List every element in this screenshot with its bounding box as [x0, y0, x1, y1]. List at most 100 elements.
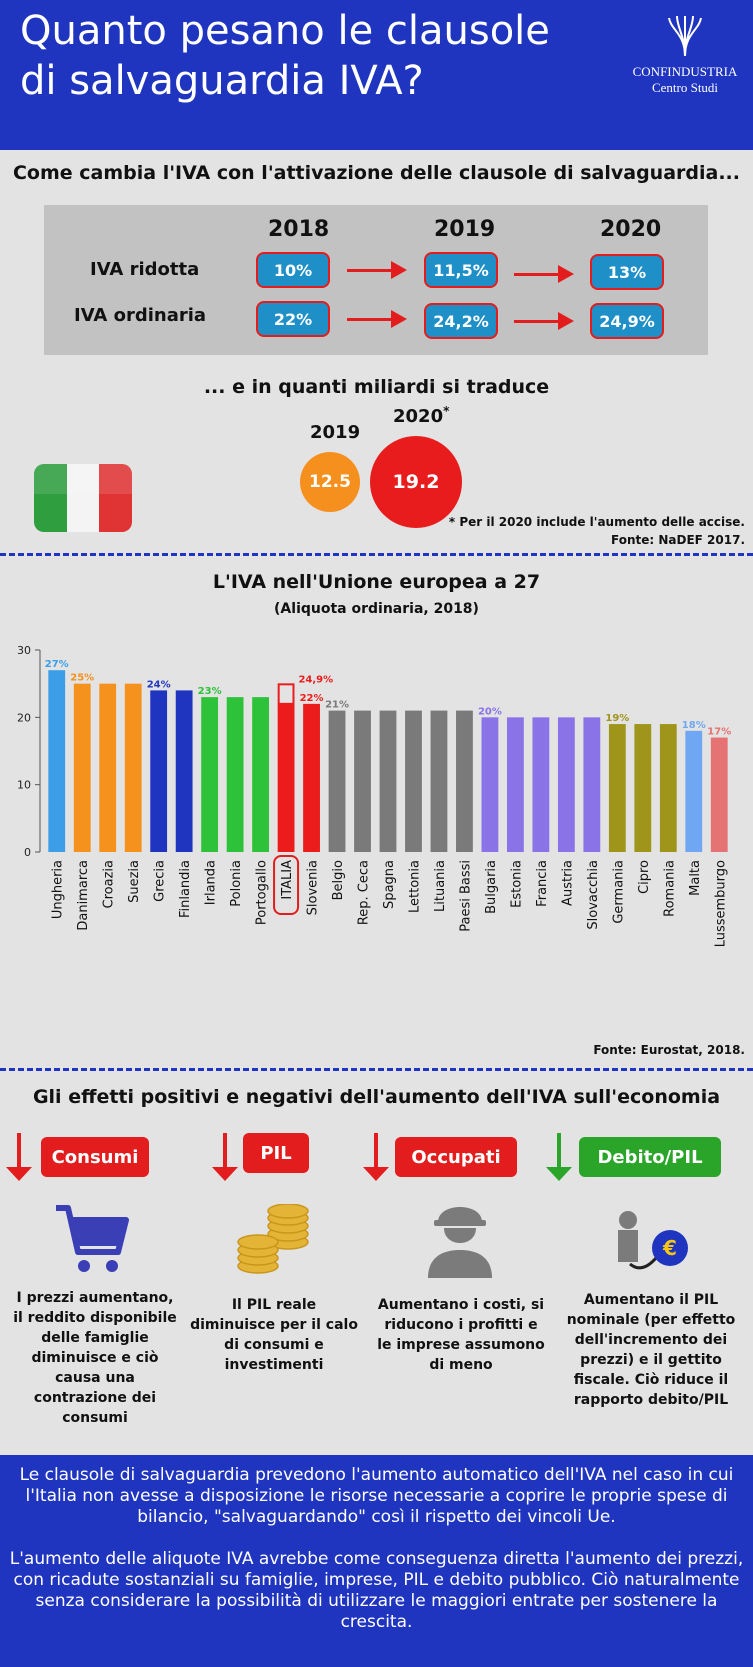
bar-romania — [659, 724, 677, 852]
year-header-2020: 2020 — [600, 217, 662, 242]
header-banner: Quanto pesano le clausole di salvaguardi… — [0, 0, 753, 150]
x-tick-label: Finlandia — [178, 860, 193, 918]
effect-pil-text: Il PIL reale diminuisce per il calo di c… — [190, 1297, 358, 1373]
data-label: 24% — [147, 679, 171, 690]
iva-table: 2018 2019 2020 IVA ridotta IVA ordinaria… — [44, 205, 708, 355]
bar-lussemburgo — [710, 737, 728, 852]
title-line-1: Quanto pesano le clausole — [20, 8, 550, 54]
x-tick-label: Paesi Bassi — [458, 860, 473, 932]
bar-grecia — [150, 690, 168, 852]
iva-ordinaria-2018: 22% — [256, 301, 330, 337]
bar-germania — [608, 724, 626, 852]
down-arrow-icon — [6, 1133, 32, 1181]
x-tick-label: Germania — [611, 860, 626, 924]
page-title: Quanto pesano le clausole di salvaguardi… — [20, 6, 550, 106]
iva-ordinaria-2019: 24,2% — [424, 303, 498, 339]
effects-title: Gli effetti positivi e negativi dell'aum… — [32, 1086, 721, 1108]
y-tick-label: 10 — [17, 779, 31, 792]
arrow-right-icon — [514, 312, 574, 330]
x-tick-label: Croazia — [102, 860, 117, 908]
footer-paragraph-1: Le clausole di salvaguardia prevedono l'… — [19, 1465, 734, 1527]
bar-slovenia — [303, 703, 320, 852]
miliardi-2019-circle: 12.5 — [300, 452, 360, 512]
iva-ordinaria-2020: 24,9% — [590, 303, 664, 339]
italy-flag-icon — [34, 464, 132, 532]
arrow-right-icon — [347, 310, 407, 328]
data-label: 23% — [198, 686, 222, 697]
bar-croazia — [99, 683, 117, 852]
bar-suezia — [124, 683, 142, 852]
section-divider — [0, 553, 753, 556]
bar-spagna — [379, 710, 397, 852]
arrow-right-icon — [514, 265, 574, 283]
chart-title: L'IVA nell'Unione europea a 27 — [212, 571, 541, 593]
effect-occupati-badge: Occupati — [395, 1137, 517, 1177]
data-label: 21% — [325, 700, 349, 711]
x-tick-label: Irlanda — [204, 860, 219, 905]
x-tick-label: Rep. Ceca — [357, 860, 372, 925]
bar-malta — [685, 730, 703, 852]
iva-ridotta-2019: 11,5% — [424, 252, 498, 288]
down-arrow-icon — [212, 1133, 238, 1181]
x-tick-label: Estonia — [509, 860, 524, 908]
x-tick-label: Portogallo — [255, 860, 270, 925]
miliardi-title: ... e in quanti miliardi si traduce — [203, 376, 550, 398]
x-tick-label: Ungheria — [51, 860, 66, 919]
miliardi-note: * Per il 2020 include l'aumento delle ac… — [448, 515, 745, 529]
miliardi-year-2020: 2020* — [393, 404, 449, 427]
row-label-ridotta: IVA ridotta — [90, 259, 200, 280]
confindustria-emblem-icon — [668, 15, 702, 57]
year-2020-text: 2020 — [393, 406, 444, 427]
arrow-right-icon — [347, 261, 407, 279]
chart-source: Fonte: Eurostat, 2018. — [593, 1043, 745, 1057]
data-label: 20% — [478, 706, 502, 717]
x-tick-label: Lettonia — [407, 860, 422, 913]
bar-slovacchia — [583, 717, 601, 852]
x-tick-label: ITALIA — [280, 860, 295, 900]
coins-icon — [237, 1204, 309, 1274]
data-label: 27% — [45, 659, 69, 670]
bar-irlanda — [201, 697, 219, 852]
x-tick-label: Grecia — [153, 860, 168, 902]
bar-estonia — [506, 717, 524, 852]
iva-ridotta-2020: 13% — [590, 254, 664, 290]
bar-lettonia — [405, 710, 422, 852]
bar-rep-ceca — [354, 710, 371, 852]
x-tick-label: Polonia — [229, 860, 244, 907]
data-label: 19% — [605, 713, 629, 724]
data-label: 17% — [707, 727, 731, 738]
chart-subtitle: (Aliquota ordinaria, 2018) — [274, 601, 479, 617]
confindustria-logo: CONFINDUSTRIA Centro Studi — [630, 14, 740, 96]
asterisk: * — [443, 404, 450, 418]
year-header-2019: 2019 — [434, 217, 496, 242]
section-divider — [0, 1068, 753, 1071]
iva-section-title: Come cambia l'IVA con l'attivazione dell… — [12, 162, 740, 184]
x-tick-label: Belgio — [331, 860, 346, 900]
x-tick-label: Spagna — [382, 860, 397, 909]
year-header-2018: 2018 — [268, 217, 330, 242]
bar-paesi-bassi — [456, 710, 473, 852]
data-label: 25% — [70, 673, 94, 684]
x-tick-label: Cipro — [637, 860, 652, 894]
y-tick-label: 20 — [17, 711, 31, 724]
x-tick-label: Malta — [688, 860, 703, 896]
vat-bar-chart: 0 10 20 30 Ungheria Danimarca Croazia Suezia Gre… — [17, 644, 731, 947]
effect-pil-badge: PIL — [243, 1133, 309, 1173]
bar-portogallo — [252, 697, 270, 852]
bar-cipro — [634, 724, 652, 852]
down-arrow-icon — [546, 1133, 572, 1181]
logo-text: CONFINDUSTRIA — [632, 64, 738, 79]
effect-debito-badge: Debito/PIL — [579, 1137, 721, 1177]
data-label: 18% — [682, 720, 706, 731]
x-tick-label: Bulgaria — [484, 860, 499, 914]
bar-francia — [532, 717, 550, 852]
miliardi-2020-circle: 19.2 — [370, 436, 462, 528]
footer-banner: Le clausole di salvaguardia prevedono l'… — [0, 1455, 753, 1667]
title-line-2: di salvaguardia IVA? — [20, 58, 424, 104]
x-tick-label: Austria — [560, 860, 575, 906]
x-tick-label: Suezia — [127, 860, 142, 903]
bar-lituania — [430, 710, 448, 852]
y-tick-label: 0 — [24, 846, 31, 859]
italia-projection-bar — [277, 683, 295, 705]
effect-consumi-text: I prezzi aumentano, il reddito disponibi… — [13, 1290, 177, 1426]
